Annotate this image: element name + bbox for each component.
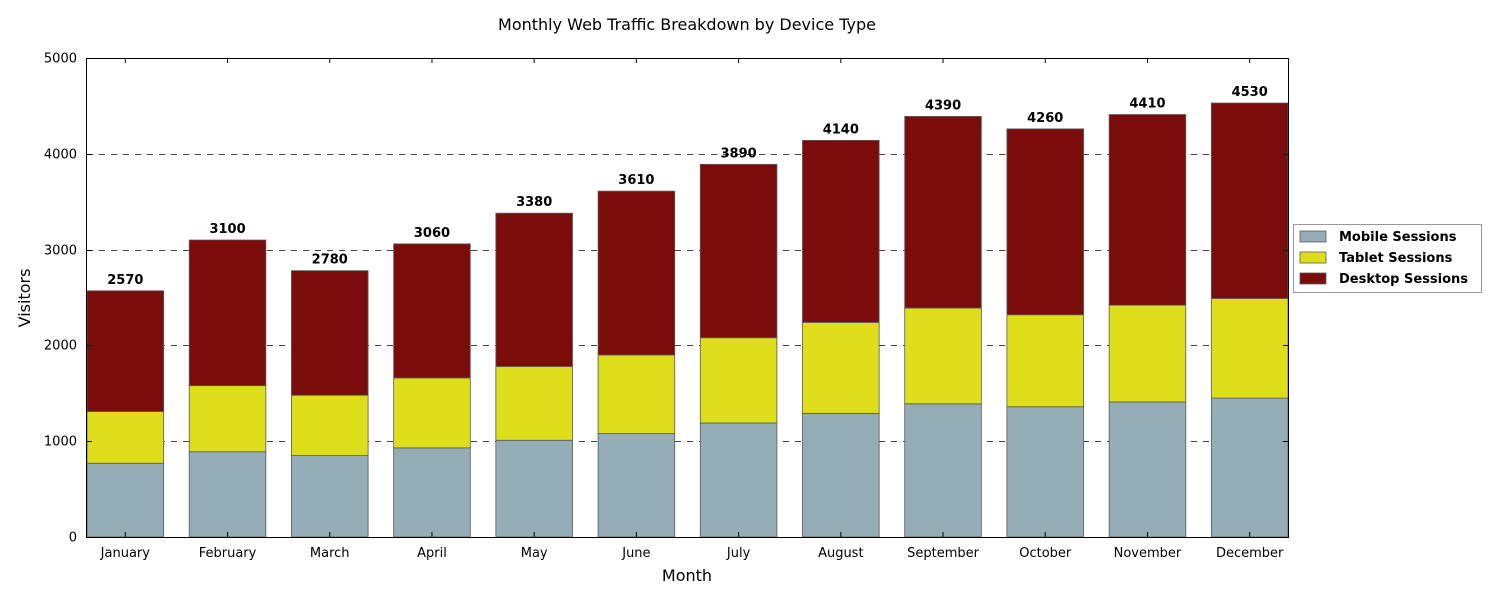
y-tick-label: 4000 (44, 148, 77, 163)
total-label: 4260 (1027, 111, 1063, 126)
y-tick-label: 5000 (44, 52, 77, 67)
total-label: 3610 (618, 173, 654, 188)
bar-segment-tablet-sessions (1006, 314, 1084, 408)
x-tick-label: March (310, 546, 350, 561)
bar-segment-tablet-sessions (291, 394, 369, 456)
y-axis-title: Visitors (15, 269, 34, 328)
total-labels: 2570 3100 2780 3060 3380 3610 3890 4140 4390 4260… (107, 85, 1268, 288)
bar-segment-desktop-sessions (495, 212, 573, 367)
total-label: 3100 (209, 222, 245, 237)
bar-segment-tablet-sessions (904, 307, 982, 405)
bar-segment-mobile-sessions (495, 439, 573, 538)
bar-segment-mobile-sessions (86, 462, 165, 538)
gridlines (87, 154, 1288, 442)
bar-segment-desktop-sessions (597, 190, 676, 356)
bar-segment-mobile-sessions (597, 433, 676, 538)
bar-segment-desktop-sessions (802, 139, 880, 323)
bar-segment-tablet-sessions (188, 385, 267, 453)
legend-label: Tablet Sessions (1339, 251, 1453, 266)
total-label: 2780 (312, 253, 348, 268)
bar-segment-tablet-sessions (1108, 304, 1187, 403)
y-tick-label: 2000 (44, 339, 77, 354)
total-label: 3380 (516, 195, 552, 210)
y-tick-label: 0 (69, 531, 77, 546)
bar-segment-mobile-sessions (291, 455, 369, 538)
bar-segment-tablet-sessions (86, 411, 165, 464)
chart-title: Monthly Web Traffic Breakdown by Device … (498, 15, 876, 34)
x-tick-label: May (521, 546, 548, 561)
x-tick-label: December (1216, 546, 1284, 561)
bar-segment-mobile-sessions (802, 413, 880, 538)
x-tick-label: November (1114, 546, 1182, 561)
bar-segment-mobile-sessions (188, 451, 267, 538)
bar-segment-mobile-sessions (1210, 397, 1289, 538)
total-label: 3890 (721, 146, 757, 161)
total-label: 4140 (823, 122, 859, 137)
bar-segment-tablet-sessions (393, 377, 471, 449)
bar-segment-mobile-sessions (393, 447, 471, 538)
bar-segment-mobile-sessions (699, 422, 778, 538)
x-tick-label: August (818, 546, 864, 561)
bars (86, 102, 1289, 538)
bar-segment-desktop-sessions (393, 243, 471, 379)
total-label: 2570 (107, 273, 143, 288)
y-tick-label: 3000 (44, 244, 77, 259)
total-label: 3060 (414, 226, 450, 241)
x-tick-label: January (100, 546, 151, 561)
bar-segment-desktop-sessions (291, 270, 369, 396)
x-tick-label: September (907, 546, 980, 561)
bar-segment-desktop-sessions (699, 163, 778, 339)
legend-label: Mobile Sessions (1339, 230, 1457, 245)
total-label: 4390 (925, 98, 961, 113)
bar-segment-mobile-sessions (1006, 406, 1084, 538)
bar-segment-desktop-sessions (1006, 128, 1084, 316)
x-tick-label: October (1019, 546, 1072, 561)
bar-segment-desktop-sessions (86, 290, 165, 412)
bar-segment-tablet-sessions (699, 337, 778, 424)
bar-segment-desktop-sessions (188, 239, 267, 387)
legend-swatch (1299, 272, 1327, 285)
legend: Mobile Sessions Tablet Sessions Desktop Se… (1293, 224, 1482, 293)
legend-label: Desktop Sessions (1339, 272, 1468, 287)
bar-segment-desktop-sessions (904, 116, 982, 309)
bar-segment-tablet-sessions (802, 322, 880, 414)
bar-segment-tablet-sessions (495, 366, 573, 441)
total-label: 4530 (1232, 85, 1268, 100)
bar-segment-desktop-sessions (1210, 102, 1289, 299)
bar-segment-tablet-sessions (597, 354, 676, 434)
plot-frame (86, 58, 1289, 538)
axis-ticks: 0 1000 2000 3000 4000 5000 January February Marc… (44, 52, 1288, 561)
x-tick-label: April (417, 546, 447, 561)
x-axis-title: Month (662, 566, 712, 585)
legend-swatch (1299, 230, 1327, 243)
x-tick-label: June (621, 546, 650, 561)
total-label: 4410 (1129, 97, 1165, 112)
bar-segment-desktop-sessions (1108, 114, 1187, 306)
x-tick-label: July (726, 546, 751, 561)
bar-segment-tablet-sessions (1210, 298, 1289, 399)
bar-segment-mobile-sessions (1108, 401, 1187, 538)
x-tick-label: February (199, 546, 257, 561)
bar-segment-mobile-sessions (904, 403, 982, 538)
legend-swatch (1299, 251, 1327, 264)
y-tick-label: 1000 (44, 435, 77, 450)
